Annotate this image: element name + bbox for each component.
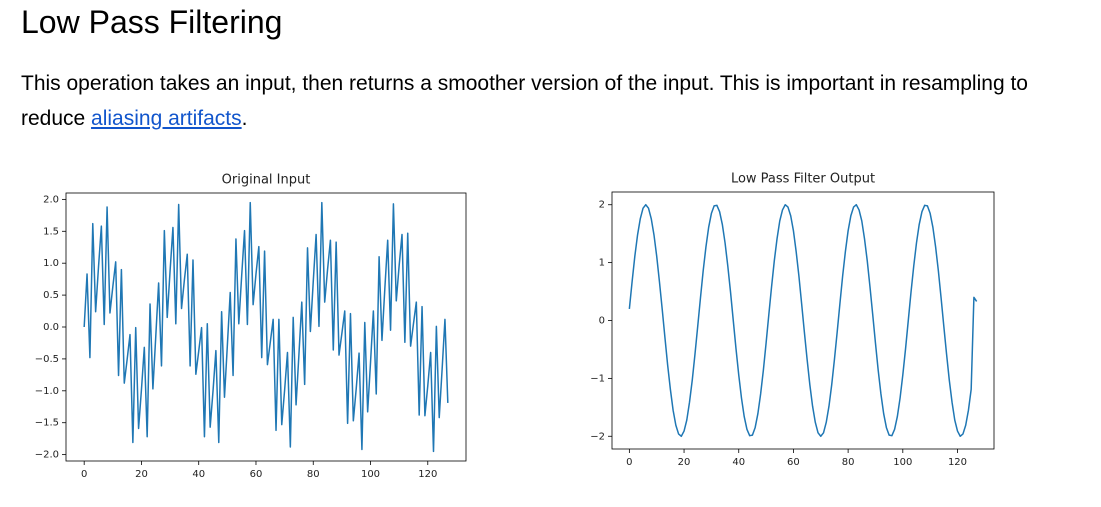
y-tick-label: 1.5 [43,226,59,237]
heading: Low Pass Filtering [21,4,283,40]
chart-title: Original Input [222,173,311,188]
x-tick-label: 40 [192,469,205,480]
x-tick-label: 60 [250,469,263,480]
y-tick-label: −0.5 [35,354,59,365]
y-tick-label: 2 [599,200,605,211]
y-tick-label: −1.0 [35,386,59,397]
paragraph-text: This operation takes an input, then retu… [21,72,1028,130]
x-tick-label: 20 [135,469,148,480]
x-tick-label: 100 [893,457,912,468]
data-line [83,201,449,453]
y-tick-label: 0.0 [43,322,59,333]
paragraph: This operation takes an input, then retu… [21,66,1096,136]
y-tick-label: −2 [590,431,605,442]
x-tick-label: 40 [732,457,745,468]
x-tick-label: 80 [842,457,855,468]
x-tick-label: 100 [361,469,380,480]
x-tick-label: 0 [626,457,632,468]
paragraph-text: . [241,107,248,130]
y-tick-label: 1.0 [43,258,59,269]
chart-title: Low Pass Filter Output [731,172,875,187]
x-tick-label: 20 [678,457,691,468]
y-tick-label: 0.5 [43,290,59,301]
y-tick-label: −2.0 [35,450,59,461]
x-tick-label: 80 [307,469,320,480]
y-tick-label: −1 [590,373,605,384]
link[interactable]: aliasing artifacts [91,107,242,130]
x-tick-label: 120 [948,457,967,468]
x-tick-label: 60 [787,457,800,468]
y-tick-label: 1 [599,258,605,269]
data-line [628,203,978,438]
y-tick-label: −1.5 [35,418,59,429]
x-tick-label: 120 [418,469,437,480]
x-tick-label: 0 [81,469,87,480]
y-tick-label: 0 [599,316,605,327]
y-tick-label: 2.0 [43,194,59,205]
